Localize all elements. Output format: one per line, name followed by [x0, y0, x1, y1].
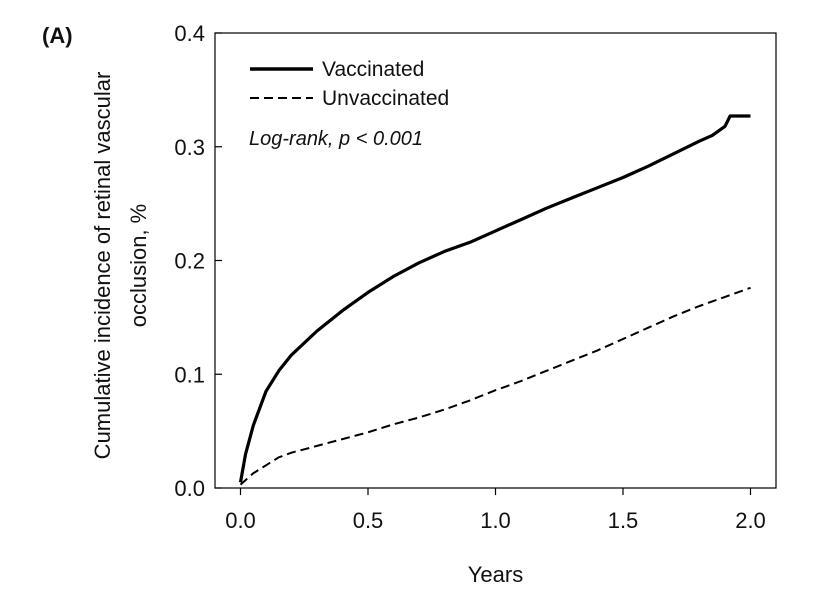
y-tick-label: 0.1 — [174, 362, 205, 387]
x-axis-label: Years — [468, 562, 523, 587]
y-axis-label-line-1: Cumulative incidence of retinal vascular — [90, 72, 115, 460]
y-tick-label: 0.4 — [174, 21, 205, 46]
legend-label-vaccinated: Vaccinated — [322, 58, 424, 81]
legend: Vaccinated Unvaccinated — [250, 58, 449, 110]
y-axis-label: Cumulative incidence of retinal vascular… — [90, 72, 151, 460]
x-tick-label: 0.5 — [353, 508, 384, 533]
series-line-vaccinated — [238, 114, 751, 483]
series-group — [238, 114, 751, 486]
log-rank-annotation: Log-rank, p < 0.001 — [249, 128, 423, 150]
y-axis: 0.0 0.1 0.2 0.3 0.4 — [174, 21, 222, 501]
y-tick-label: 0.0 — [174, 476, 205, 501]
panel-label: (A) — [42, 23, 73, 48]
y-tick-label: 0.2 — [174, 249, 205, 274]
y-tick-label: 0.3 — [174, 135, 205, 160]
x-tick-label: 1.0 — [480, 508, 511, 533]
x-tick-label: 0.0 — [225, 508, 256, 533]
y-axis-label-line-2: occlusion, % — [126, 204, 151, 328]
x-tick-label: 2.0 — [735, 508, 766, 533]
series-line-unvaccinated — [239, 286, 751, 486]
legend-label-unvaccinated: Unvaccinated — [322, 87, 449, 110]
x-tick-label: 1.5 — [608, 508, 639, 533]
x-axis: 0.0 0.5 1.0 1.5 2.0 — [225, 488, 766, 533]
plot-area-frame — [214, 32, 777, 489]
